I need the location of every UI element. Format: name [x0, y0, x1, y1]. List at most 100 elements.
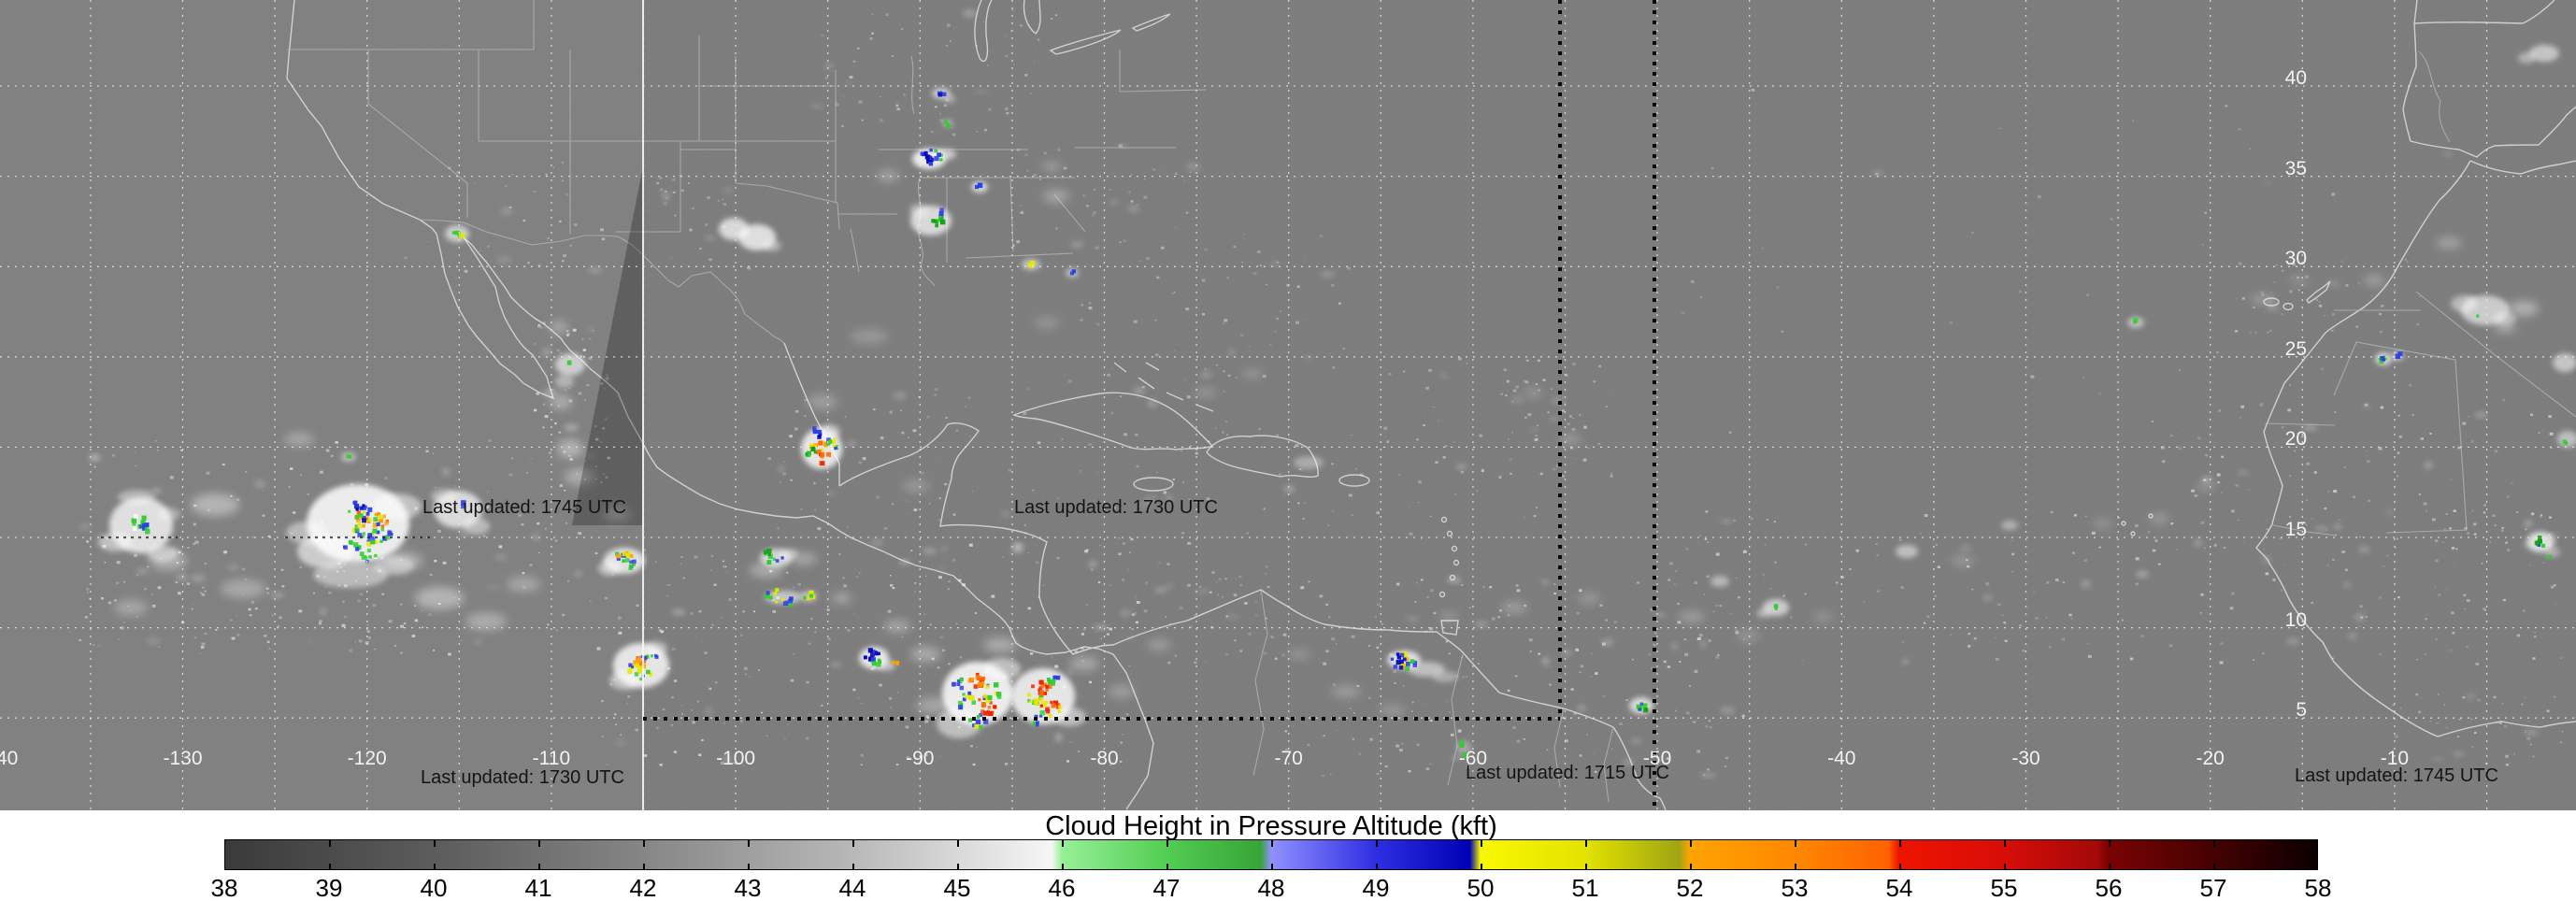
- sensor-noise: [0, 0, 2576, 810]
- colorbar-tick: [1690, 864, 1692, 870]
- convective-core-pixel: [642, 659, 647, 664]
- cloud-wisp: [1195, 388, 1217, 397]
- convective-core-pixel: [818, 440, 823, 446]
- latitude-label: 40: [2284, 67, 2307, 89]
- convective-core-pixel: [348, 454, 352, 459]
- convective-core-pixel: [1638, 708, 1642, 711]
- convective-core-pixel: [967, 718, 972, 722]
- convective-core-pixel: [938, 215, 944, 221]
- convective-core-pixel: [364, 555, 368, 560]
- colorbar-tick-label: 44: [838, 874, 866, 901]
- convective-core-pixel: [2548, 554, 2552, 559]
- cloud-mass: [464, 518, 490, 535]
- cloud-mass: [609, 671, 639, 690]
- convective-core-pixel: [141, 522, 147, 528]
- convective-core-pixel: [633, 660, 638, 665]
- cloud-wisp: [1243, 369, 1262, 379]
- cloud-wisp: [2251, 294, 2273, 304]
- longitude-label: -20: [2196, 748, 2225, 769]
- latitude-label: 35: [2284, 157, 2307, 179]
- cloud-mass: [2494, 312, 2516, 325]
- convective-core-pixel: [352, 501, 356, 505]
- convective-core-pixel: [458, 234, 464, 238]
- convective-core-pixel: [875, 651, 879, 656]
- convective-core-pixel: [356, 510, 362, 515]
- convective-core-pixel: [982, 719, 989, 724]
- cloud-wisp: [1148, 639, 1170, 651]
- convective-core-pixel: [361, 515, 366, 521]
- convective-core-pixel: [566, 361, 572, 365]
- convective-core-pixel: [1045, 684, 1050, 689]
- sector-boundary-lines: [643, 0, 1656, 809]
- latlon-gridlines: [0, 0, 2576, 810]
- satellite-map: -140 -130 -120 -110 -100 -90 -80 -70 -60 -50 -40 -3…: [0, 0, 2576, 810]
- colorbar-tick: [434, 840, 436, 847]
- convective-core-pixel: [818, 432, 823, 436]
- colorbar-tick-label: 53: [1781, 874, 1809, 901]
- cloud-mass: [373, 556, 414, 575]
- convective-core-pixel: [1026, 693, 1031, 697]
- convective-core-pixel: [387, 530, 392, 535]
- convective-core-pixel: [766, 548, 772, 554]
- cloud-mass: [158, 508, 180, 521]
- convective-core-pixel: [871, 650, 876, 653]
- convective-core-pixel: [1050, 700, 1053, 705]
- convective-core-pixel: [870, 651, 875, 657]
- convective-core-pixel: [1043, 692, 1047, 695]
- cloud-wisp: [2290, 277, 2309, 284]
- cloud-mass: [2518, 52, 2535, 64]
- convective-core-pixel: [926, 158, 930, 162]
- convective-core-pixel: [131, 518, 136, 523]
- colorbar-tick: [1585, 840, 1587, 847]
- convective-core-pixel: [1029, 264, 1034, 268]
- cloud-wisp: [284, 433, 314, 446]
- colorbar-tick: [1585, 864, 1587, 870]
- convective-core-pixel: [895, 662, 899, 665]
- convective-core-pixel: [651, 654, 654, 658]
- cloud-wisp: [910, 647, 940, 662]
- convective-core-pixel: [766, 560, 772, 565]
- convective-core-pixel: [627, 669, 633, 675]
- colorbar-tick: [643, 864, 645, 870]
- colorbar-tick-label: 48: [1257, 874, 1285, 901]
- convective-core-pixel: [926, 160, 931, 164]
- convective-core-pixel: [833, 440, 837, 444]
- convective-core-pixel: [987, 694, 993, 700]
- convective-core-pixel: [957, 700, 963, 706]
- convective-core-pixel: [2545, 555, 2549, 559]
- convective-core-pixel: [813, 444, 818, 448]
- convective-core-pixel: [870, 657, 876, 663]
- cloud-mass: [944, 95, 955, 103]
- convective-core-pixel: [920, 151, 924, 156]
- latitude-label: 30: [2284, 248, 2307, 270]
- convective-core-pixel: [833, 437, 837, 441]
- cloud-mass: [937, 708, 981, 738]
- convective-core-pixel: [978, 698, 981, 702]
- convective-core-pixel: [372, 522, 379, 528]
- convective-core-pixel: [1049, 685, 1052, 689]
- cloud-mass: [118, 490, 155, 505]
- convective-core-pixel: [1030, 260, 1036, 265]
- convective-core-pixel: [1773, 604, 1778, 608]
- colorbar-tick: [329, 864, 331, 870]
- convective-core-pixel: [351, 528, 357, 534]
- convective-core-pixel: [461, 500, 466, 506]
- convective-core-pixel: [362, 504, 365, 508]
- convective-core-pixel: [977, 682, 982, 688]
- convective-core-pixel: [1398, 665, 1404, 670]
- convective-core-pixel: [939, 207, 944, 212]
- last-updated-label: Last updated: 1730 UTC: [1014, 497, 1218, 518]
- cloud-wisp: [1331, 686, 1361, 697]
- colorbar-tick: [434, 864, 436, 870]
- cloud-wisp: [1501, 602, 1527, 613]
- convective-core-pixel: [1038, 694, 1043, 699]
- cloud-mass: [2529, 45, 2559, 62]
- convective-core-pixel: [374, 553, 378, 558]
- convective-core-pixel: [937, 93, 942, 97]
- convective-core-pixel: [934, 219, 938, 223]
- convective-core-pixel: [975, 184, 980, 190]
- colorbar-tick-label: 40: [420, 874, 448, 901]
- convective-core-pixel: [627, 551, 632, 557]
- convective-core-pixel: [382, 514, 386, 519]
- cloud-mass: [147, 545, 177, 562]
